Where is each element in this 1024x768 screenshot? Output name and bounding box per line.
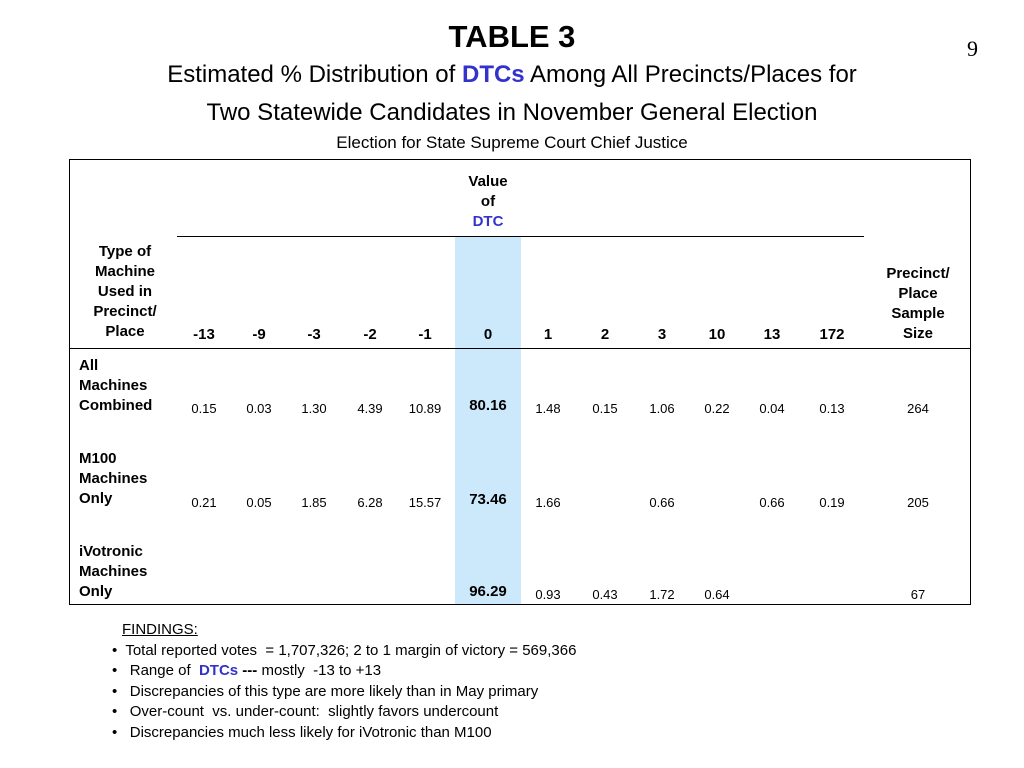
table-cell: 4.39 xyxy=(357,401,383,416)
subtitle-line-3: Election for State Supreme Court Chief J… xyxy=(336,133,688,152)
subtitle-text: Estimated % Distribution of xyxy=(167,61,462,88)
header-text: Sample xyxy=(891,305,945,322)
slide-number: 9 xyxy=(967,36,978,61)
sample-size-cell: 205 xyxy=(907,495,929,510)
row-label-text: Machines xyxy=(79,563,148,580)
table-cell: 1.48 xyxy=(535,401,561,416)
table-cell: 1.85 xyxy=(301,495,327,510)
table-cell: 0.43 xyxy=(592,587,618,602)
column-header: 1 xyxy=(543,326,553,343)
column-header: -9 xyxy=(252,326,266,343)
sample-size-header: Precinct/ Place Sample Size xyxy=(865,264,971,344)
value-of-dtc-header: Value of DTC xyxy=(455,172,521,232)
table-cell: 1.72 xyxy=(649,587,675,602)
finding-separator: --- xyxy=(238,662,258,679)
findings-heading: FINDINGS: xyxy=(122,621,198,638)
row-label-text: Only xyxy=(79,490,113,507)
column-header: -13 xyxy=(193,326,215,343)
table-cell: 0.05 xyxy=(246,495,272,510)
row-label-text: Machines xyxy=(79,377,148,394)
row-label-m100: M100 Machines Only xyxy=(79,449,147,509)
header-text: Precinct/ xyxy=(886,265,950,282)
column-header: 3 xyxy=(657,326,667,343)
table-cell: 0.93 xyxy=(535,587,561,602)
header-text: Place xyxy=(105,323,145,340)
header-text: of xyxy=(480,193,496,210)
row-label-ivotronic: iVotronic Machines Only xyxy=(79,542,147,602)
finding-item: • Discrepancies much less likely for iVo… xyxy=(112,723,492,741)
table-cell-dtc-zero: 73.46 xyxy=(469,491,507,508)
column-header: 0 xyxy=(483,326,493,343)
finding-text: mostly -13 to +13 xyxy=(257,662,382,679)
table-cell: 1.30 xyxy=(301,401,327,416)
finding-item: • Over-count vs. under-count: slightly f… xyxy=(112,703,499,720)
title-block: TABLE 3 Estimated % Distribution of DTCs… xyxy=(0,18,1024,154)
column-header: 13 xyxy=(763,326,781,343)
value-header-rule xyxy=(177,236,864,237)
table-title: TABLE 3 xyxy=(448,19,576,54)
row-label-text: iVotronic xyxy=(79,543,143,560)
row-label-text: Only xyxy=(79,583,113,600)
finding-highlight: DTCs xyxy=(198,662,239,679)
finding-item: • Total reported votes = 1,707,326; 2 to… xyxy=(112,641,577,659)
table-cell: 0.19 xyxy=(819,495,845,510)
row-label-text: Combined xyxy=(79,397,153,414)
subtitle-line-2: Two Statewide Candidates in November Gen… xyxy=(206,99,818,126)
header-rule xyxy=(70,348,970,349)
header-text: Value xyxy=(468,173,508,190)
table-cell-dtc-zero: 80.16 xyxy=(469,397,507,414)
findings-list: FINDINGS: • Total reported votes = 1,707… xyxy=(112,620,576,743)
header-text: Place xyxy=(898,285,938,302)
table-cell: 0.04 xyxy=(759,401,785,416)
table-cell: 15.57 xyxy=(408,495,442,510)
column-header: -3 xyxy=(307,326,321,343)
column-header: -1 xyxy=(418,326,432,343)
row-label-all-machines: All Machines Combined xyxy=(79,356,152,416)
table-cell: 0.15 xyxy=(592,401,618,416)
column-header: 172 xyxy=(819,326,845,343)
table-cell: 0.64 xyxy=(704,587,730,602)
header-text: Used in xyxy=(97,283,153,300)
machine-type-header: Type of Machine Used in Precinct/ Place xyxy=(72,242,178,342)
header-text: Precinct/ xyxy=(93,303,157,320)
distribution-table: Value of DTC Type of Machine Used in Pre… xyxy=(69,159,971,605)
table-cell: 1.66 xyxy=(535,495,561,510)
column-header: 2 xyxy=(600,326,610,343)
table-cell: 0.15 xyxy=(191,401,217,416)
row-label-text: All xyxy=(79,357,99,374)
table-cell: 6.28 xyxy=(357,495,383,510)
dtc-zero-column-shade xyxy=(455,236,521,604)
table-cell-dtc-zero: 96.29 xyxy=(469,583,507,600)
column-header: -2 xyxy=(363,326,377,343)
table-cell: 0.13 xyxy=(819,401,845,416)
header-highlight: DTC xyxy=(472,213,504,230)
header-text: Size xyxy=(902,325,933,342)
column-header: 10 xyxy=(708,326,726,343)
row-label-text: Machines xyxy=(79,470,148,487)
subtitle-text: Among All Precincts/Places for xyxy=(524,61,857,88)
subtitle-highlight: DTCs xyxy=(461,61,525,88)
row-label-text: M100 xyxy=(79,450,117,467)
table-cell: 10.89 xyxy=(408,401,442,416)
sample-size-cell: 67 xyxy=(910,587,926,602)
finding-text: • Range of xyxy=(112,662,199,679)
finding-item: • Discrepancies of this type are more li… xyxy=(112,682,539,700)
table-cell: 1.06 xyxy=(649,401,675,416)
table-cell: 0.21 xyxy=(191,495,217,510)
table-cell: 0.66 xyxy=(759,495,785,510)
finding-item: • Range of DTCs --- mostly -13 to +13 xyxy=(112,661,576,682)
table-cell: 0.22 xyxy=(704,401,730,416)
table-cell: 0.03 xyxy=(246,401,272,416)
sample-size-cell: 264 xyxy=(907,401,929,416)
table-cell: 0.66 xyxy=(649,495,675,510)
header-text: Type of xyxy=(98,243,152,260)
header-text: Machine xyxy=(94,263,155,280)
subtitle-line-1: Estimated % Distribution of DTCs Among A… xyxy=(0,56,1024,94)
